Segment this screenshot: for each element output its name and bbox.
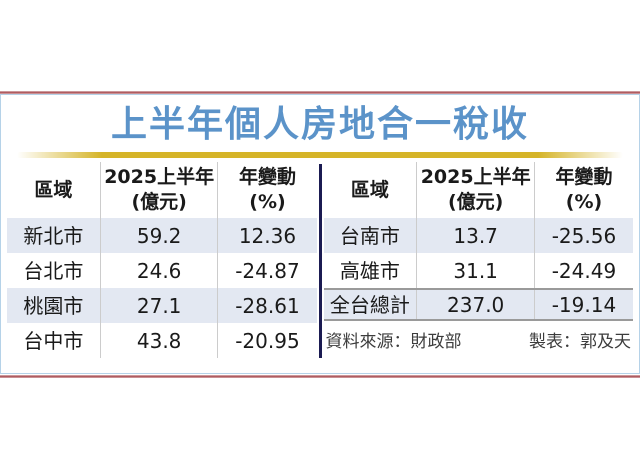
column-header-label: 區域 bbox=[350, 178, 389, 201]
region-cell: 高雄市 bbox=[339, 258, 400, 283]
region-cell: 台中市 bbox=[23, 328, 84, 353]
data-source-label: 資料來源：財政部 bbox=[325, 331, 462, 352]
table-header-row: 區域 2025上半年 (億元) 年變動 (%) bbox=[324, 162, 634, 218]
left-table: 區域 2025上半年 (億元) 年變動 (%) 新北市 59.2 12.36 台… bbox=[7, 162, 317, 358]
column-header-label: 年變動 bbox=[238, 166, 296, 188]
column-header-amount: 2025上半年 (億元) bbox=[99, 162, 218, 218]
table-row: 台南市 13.7 -25.56 bbox=[323, 218, 633, 253]
table-footer: 資料來源：財政部 製表：郭及天 bbox=[324, 321, 634, 357]
column-header-change: 年變動 (%) bbox=[533, 162, 633, 218]
right-table: 區域 2025上半年 (億元) 年變動 (%) 台南市 13.7 -25.56 … bbox=[323, 162, 634, 358]
amount-cell: 237.0 bbox=[416, 290, 534, 319]
region-cell: 全台總計 bbox=[329, 292, 410, 317]
column-header-label: (億元) bbox=[447, 191, 504, 213]
change-cell: -24.87 bbox=[217, 253, 316, 288]
column-header-label: (%) bbox=[249, 191, 286, 213]
region-cell: 新北市 bbox=[23, 223, 84, 248]
amount-cell: 27.1 bbox=[99, 288, 218, 323]
page-title: 上半年個人房地合一稅收 bbox=[110, 104, 529, 145]
column-header-label: 年變動 bbox=[555, 166, 613, 188]
region-cell: 台南市 bbox=[339, 223, 400, 248]
column-header-amount: 2025上半年 (億元) bbox=[416, 162, 534, 218]
region-cell: 台北市 bbox=[23, 258, 84, 283]
tables-container: 區域 2025上半年 (億元) 年變動 (%) 新北市 59.2 12.36 台… bbox=[1, 160, 639, 358]
amount-cell: 24.6 bbox=[99, 253, 218, 288]
amount-cell: 59.2 bbox=[99, 218, 218, 253]
bottom-red-rule bbox=[0, 375, 640, 378]
column-header-change: 年變動 (%) bbox=[217, 162, 316, 218]
column-header-region: 區域 bbox=[7, 162, 100, 218]
infographic-panel: 上半年個人房地合一稅收 區域 2025上半年 (億元) 年變動 (%) 新北市 … bbox=[0, 94, 640, 374]
top-red-rule bbox=[0, 91, 640, 94]
table-row: 新北市 59.2 12.36 bbox=[7, 218, 317, 253]
column-header-label: (%) bbox=[565, 191, 603, 213]
column-header-label: 2025上半年 bbox=[104, 166, 215, 188]
amount-cell: 13.7 bbox=[416, 218, 534, 253]
change-cell: -20.95 bbox=[217, 323, 316, 358]
change-cell: -19.14 bbox=[533, 290, 633, 319]
amount-cell: 31.1 bbox=[416, 253, 534, 288]
change-cell: -28.61 bbox=[217, 288, 316, 323]
table-row: 台北市 24.6 -24.87 bbox=[7, 253, 317, 288]
table-row: 台中市 43.8 -20.95 bbox=[7, 323, 317, 358]
change-cell: 12.36 bbox=[217, 218, 316, 253]
table-row: 桃園市 27.1 -28.61 bbox=[7, 288, 317, 323]
column-header-region: 區域 bbox=[324, 162, 417, 218]
table-header-row: 區域 2025上半年 (億元) 年變動 (%) bbox=[7, 162, 317, 218]
change-cell: -25.56 bbox=[533, 218, 633, 253]
column-header-label: 2025上半年 bbox=[420, 166, 531, 188]
credit-label: 製表：郭及天 bbox=[529, 331, 631, 352]
total-row: 全台總計 237.0 -19.14 bbox=[323, 288, 633, 321]
change-cell: -24.49 bbox=[533, 253, 633, 288]
column-header-label: 區域 bbox=[34, 178, 73, 201]
amount-cell: 43.8 bbox=[99, 323, 218, 358]
table-separator-line bbox=[318, 164, 322, 358]
region-cell: 桃園市 bbox=[23, 293, 84, 318]
gold-divider bbox=[17, 152, 623, 158]
table-row: 高雄市 31.1 -24.49 bbox=[324, 253, 634, 288]
column-header-label: (億元) bbox=[131, 191, 187, 213]
